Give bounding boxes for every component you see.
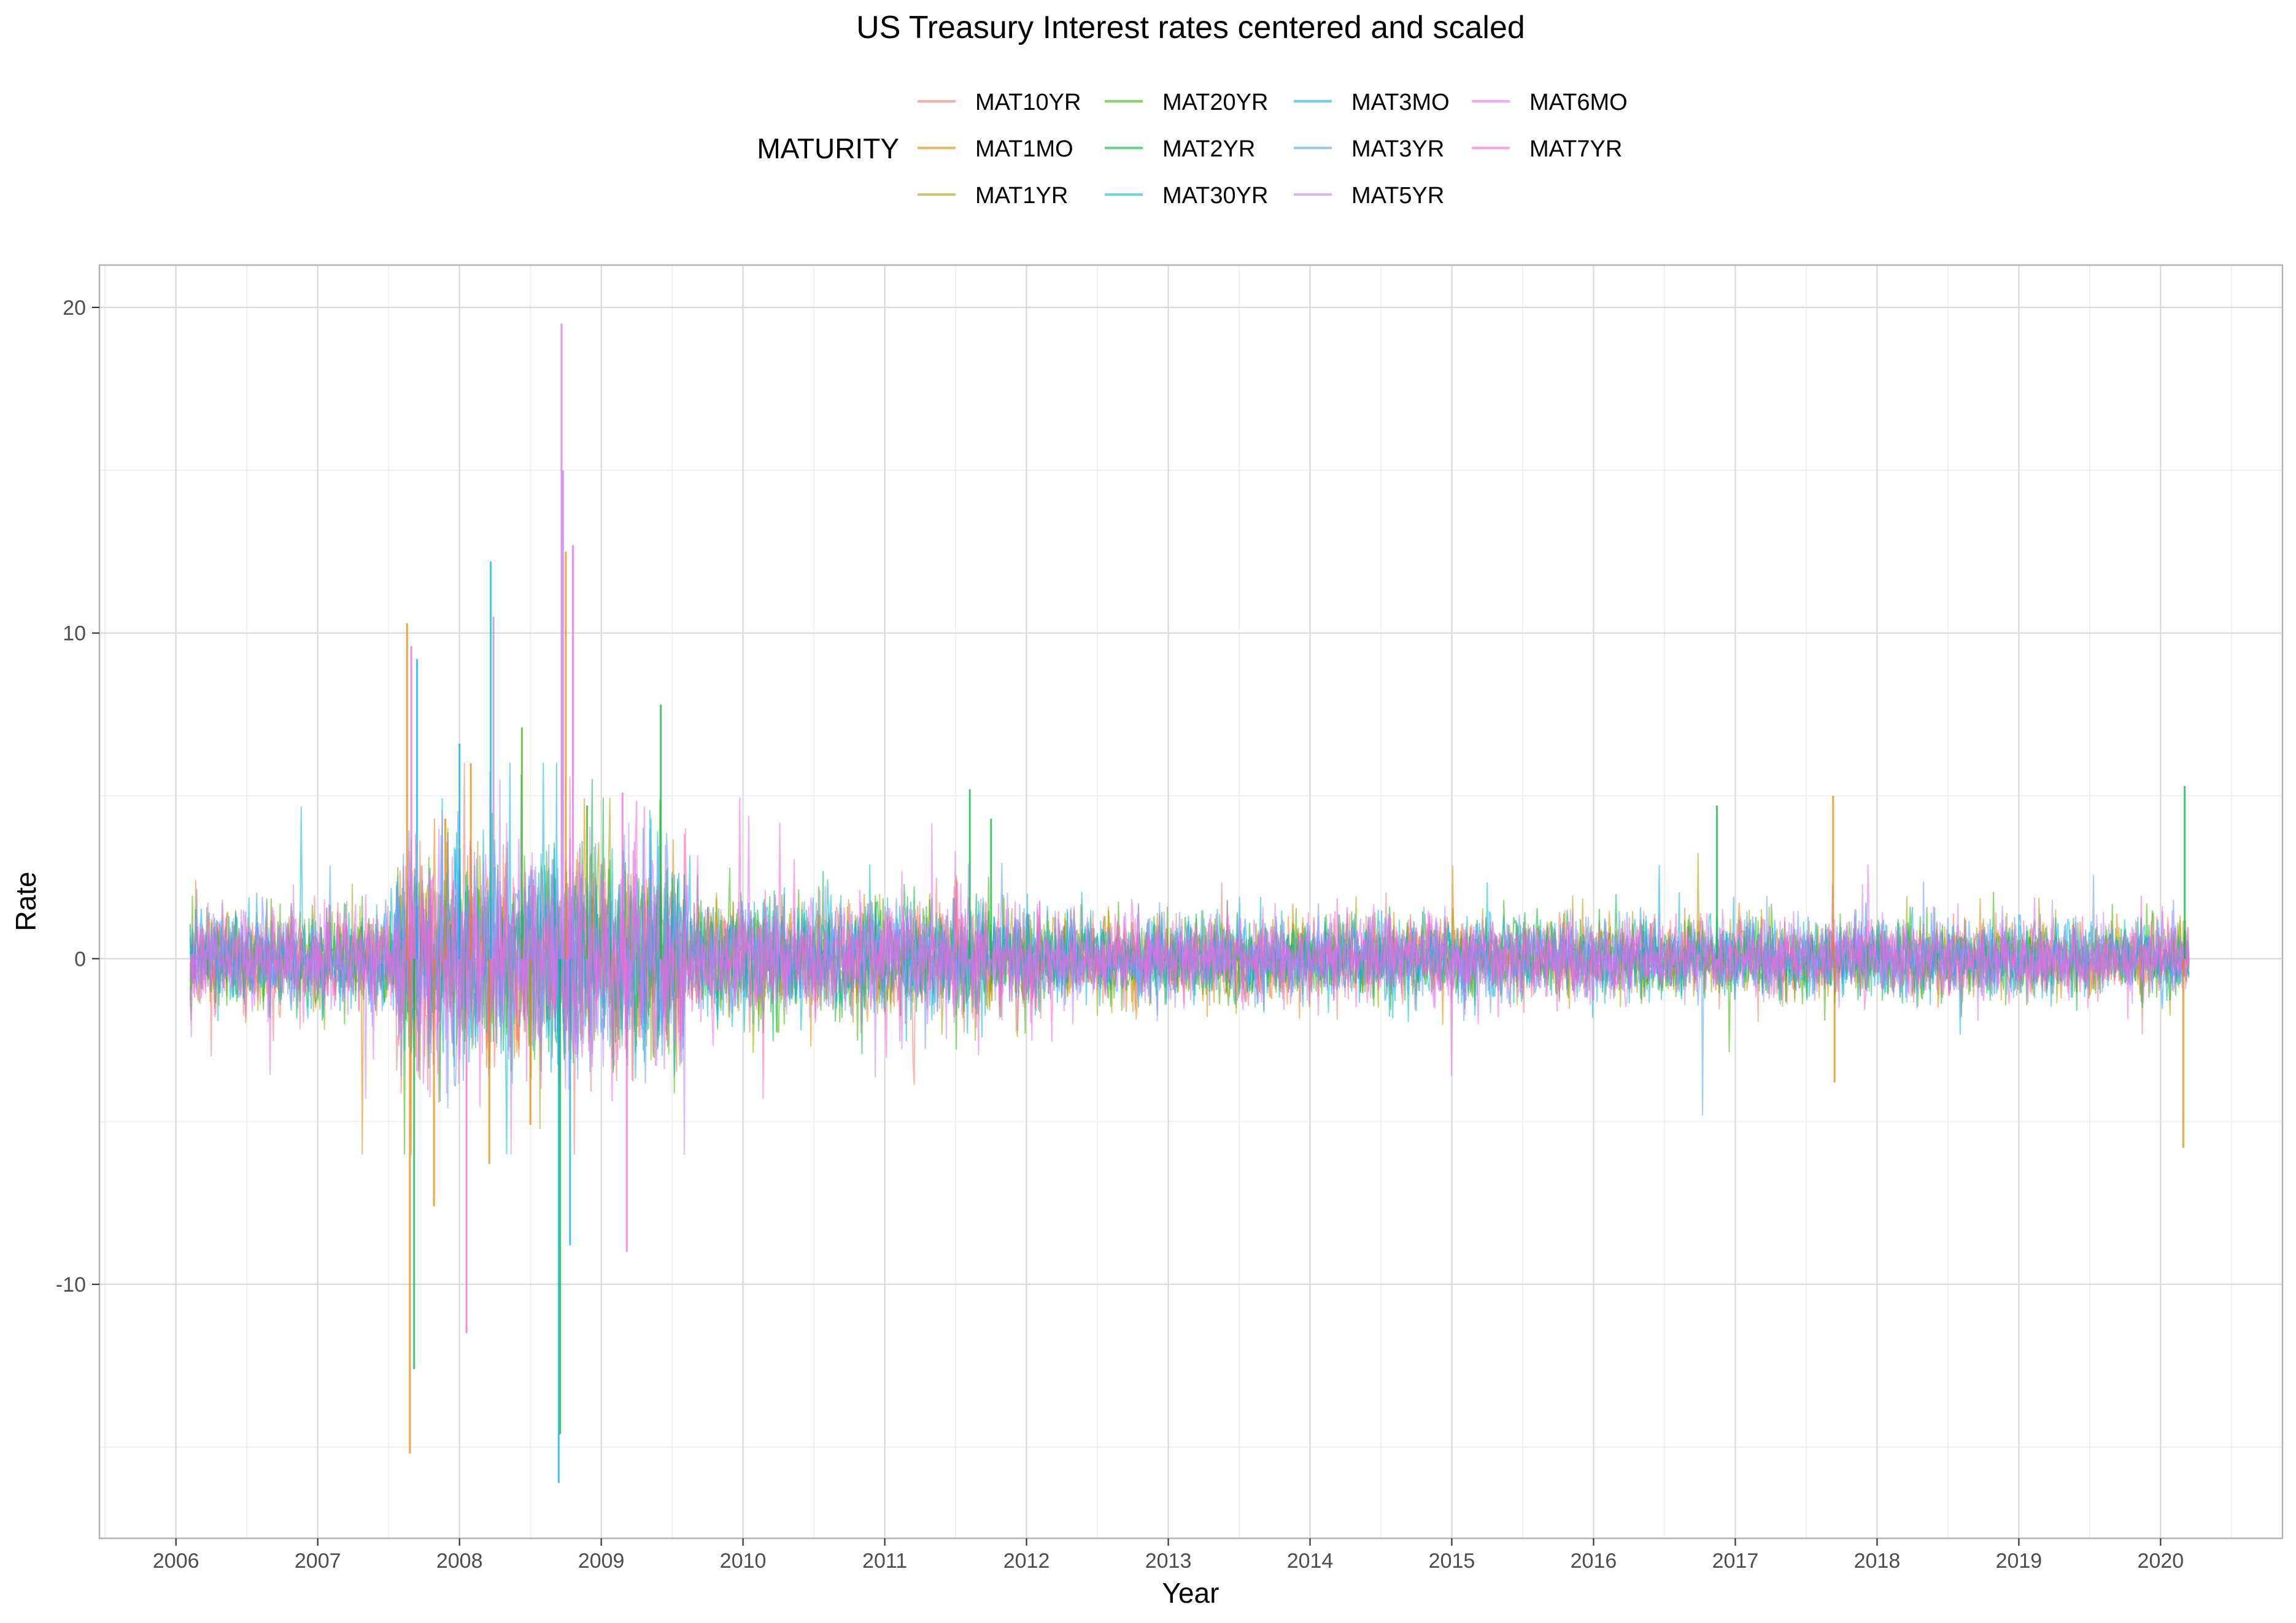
legend-label: MAT3MO (1351, 90, 1450, 115)
y-axis: -10 0 10 20 (56, 296, 99, 1297)
y-tick-label: -10 (56, 1273, 86, 1297)
x-tick-label: 2018 (1854, 1549, 1901, 1573)
series-layer (189, 763, 2190, 1155)
y-tick-label: 0 (74, 947, 86, 971)
x-tick-label: 2008 (436, 1549, 483, 1573)
legend-label: MAT30YR (1162, 183, 1268, 209)
legend-label: MAT1MO (975, 136, 1073, 162)
x-tick-label: 2013 (1145, 1549, 1192, 1573)
legend-label: MAT2YR (1162, 136, 1255, 162)
legend-label: MAT1YR (975, 183, 1068, 209)
x-tick-label: 2016 (1571, 1549, 1617, 1573)
x-tick-label: 2011 (862, 1549, 907, 1573)
x-tick-label: 2006 (153, 1549, 199, 1573)
series-line-mat7yr (189, 797, 2190, 1108)
x-tick-label: 2007 (295, 1549, 341, 1573)
x-tick-label: 2012 (1003, 1549, 1050, 1573)
legend-label: MAT7YR (1529, 136, 1622, 162)
chart-title: US Treasury Interest rates centered and … (856, 10, 1525, 45)
x-tick-label: 2017 (1712, 1549, 1759, 1573)
legend-title: MATURITY (757, 133, 899, 164)
x-tick-label: 2019 (1996, 1549, 2043, 1573)
legend-label: MAT20YR (1162, 90, 1268, 115)
series-line-mat6mo (189, 771, 2190, 1098)
spike-layer (406, 323, 2186, 1483)
legend-label: MAT5YR (1351, 183, 1444, 209)
x-tick-label: 2015 (1429, 1549, 1475, 1573)
x-tick-label: 2020 (2138, 1549, 2184, 1573)
legend-label: MAT6MO (1529, 90, 1628, 115)
panel-border (98, 264, 2284, 1540)
x-axis-title: Year (1162, 1577, 1220, 1609)
y-tick-label: 20 (63, 296, 86, 320)
legend-label: MAT3YR (1351, 136, 1444, 162)
plot-area (98, 264, 2284, 1540)
x-tick-label: 2014 (1287, 1549, 1334, 1573)
x-axis: 2006 2007 2008 2009 2010 2011 2012 2013 2014 2015… (153, 1538, 2184, 1573)
legend-label: MAT10YR (975, 90, 1081, 115)
x-tick-label: 2009 (578, 1549, 625, 1573)
x-tick-label: 2010 (720, 1549, 767, 1573)
legend: MATURITY MAT10YR MAT1MO MAT1YR MAT20YR MAT2Y… (757, 90, 1627, 209)
y-tick-label: 10 (63, 622, 86, 646)
y-axis-title: Rate (10, 871, 42, 931)
